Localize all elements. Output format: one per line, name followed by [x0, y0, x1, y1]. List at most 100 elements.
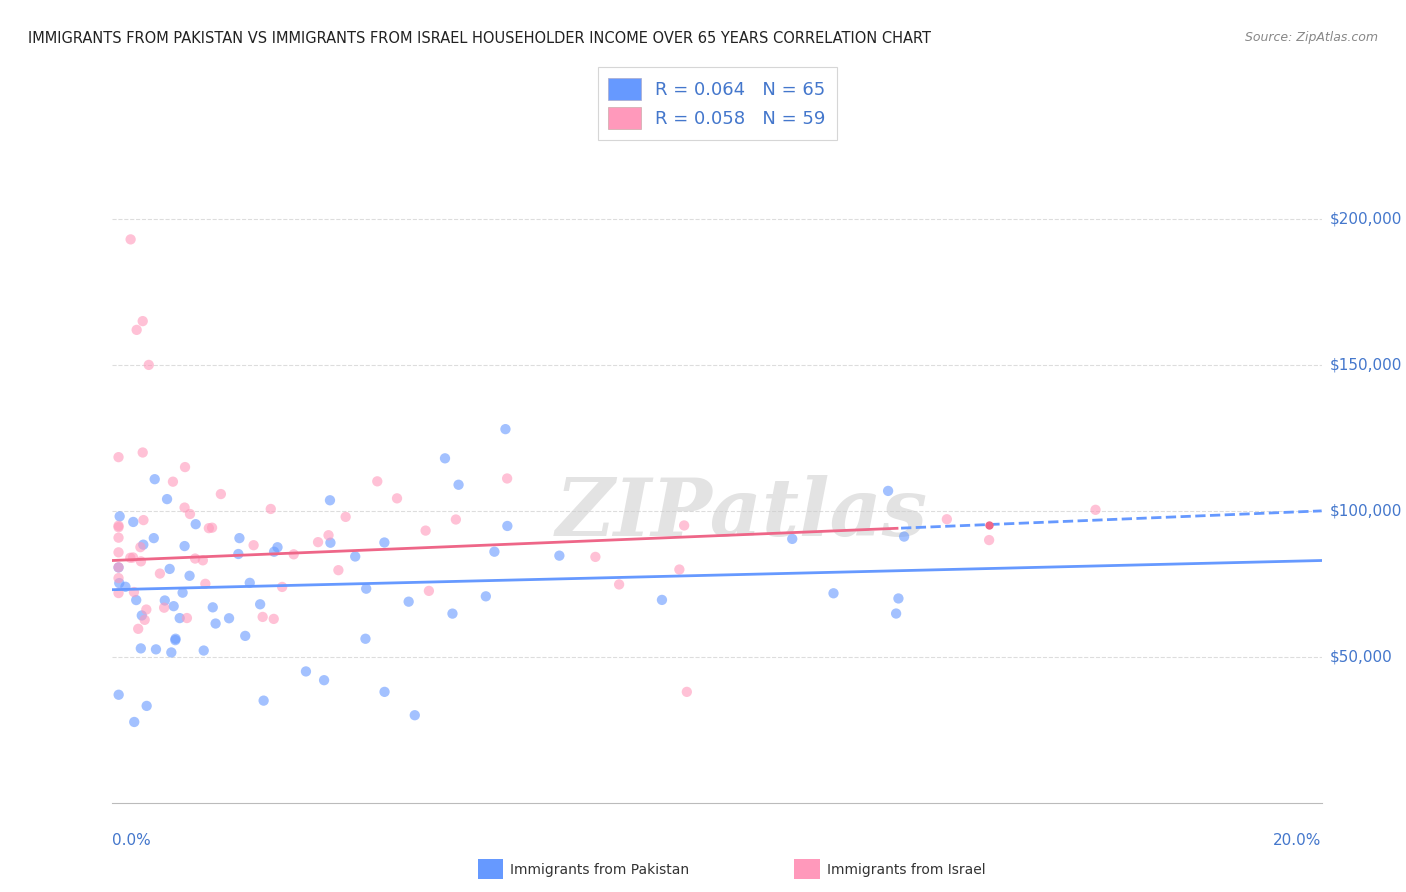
Point — [249, 597, 271, 611]
Point — [314, 673, 336, 688]
Point — [335, 509, 357, 524]
Point — [266, 541, 288, 555]
Point — [122, 550, 145, 565]
Point — [193, 643, 215, 657]
Point — [673, 518, 696, 533]
Point — [179, 569, 201, 583]
Point — [120, 232, 142, 246]
Point — [366, 475, 388, 489]
Point — [153, 593, 176, 607]
Point — [122, 515, 145, 529]
Text: $150,000: $150,000 — [1330, 358, 1402, 372]
Point — [475, 590, 498, 604]
Point — [328, 563, 350, 577]
Point — [129, 554, 152, 568]
Point — [607, 577, 630, 591]
Point — [877, 483, 900, 498]
Point — [107, 688, 129, 702]
Point — [295, 665, 318, 679]
Point — [153, 600, 176, 615]
Point — [172, 585, 194, 599]
Point — [184, 551, 207, 566]
Point — [132, 314, 155, 328]
Legend: R = 0.064   N = 65, R = 0.058   N = 59: R = 0.064 N = 65, R = 0.058 N = 59 — [598, 67, 837, 140]
Point — [165, 632, 187, 646]
Point — [441, 607, 464, 621]
Point — [263, 612, 285, 626]
Point — [374, 685, 396, 699]
Point — [198, 521, 221, 535]
Point — [174, 460, 197, 475]
Point — [114, 580, 136, 594]
Text: Immigrants from Pakistan: Immigrants from Pakistan — [510, 863, 689, 877]
Point — [132, 513, 155, 527]
Point — [125, 593, 148, 607]
Point — [447, 477, 470, 491]
Point — [404, 708, 426, 723]
Point — [418, 583, 440, 598]
Point — [107, 560, 129, 574]
Point — [156, 492, 179, 507]
Point — [165, 633, 187, 648]
Point — [675, 685, 697, 699]
Text: ZIPatlas: ZIPatlas — [555, 475, 928, 552]
Point — [260, 502, 283, 516]
Point — [548, 549, 571, 563]
Point — [496, 519, 519, 533]
Point — [496, 471, 519, 485]
Point — [373, 535, 395, 549]
Point — [107, 571, 129, 585]
Point — [107, 531, 129, 545]
Point — [271, 580, 294, 594]
Point — [131, 608, 153, 623]
Text: $200,000: $200,000 — [1330, 211, 1402, 227]
Point — [122, 714, 145, 729]
Point — [107, 586, 129, 600]
Point — [444, 512, 467, 526]
Point — [307, 535, 329, 549]
Point — [108, 509, 131, 524]
Point — [145, 642, 167, 657]
Point — [344, 549, 367, 564]
Point — [283, 547, 305, 561]
Point — [354, 582, 377, 596]
Text: $100,000: $100,000 — [1330, 503, 1402, 518]
Point — [415, 524, 437, 538]
Point — [184, 517, 207, 532]
Point — [173, 500, 195, 515]
Point — [887, 591, 910, 606]
Point — [204, 616, 226, 631]
Point — [242, 538, 264, 552]
Text: 0.0%: 0.0% — [112, 833, 152, 848]
Point — [107, 450, 129, 464]
Point — [977, 533, 1000, 547]
Point — [129, 540, 152, 554]
Point — [884, 607, 907, 621]
Point — [135, 698, 157, 713]
Point — [228, 531, 250, 545]
Point — [201, 600, 224, 615]
Point — [823, 586, 845, 600]
Point — [583, 549, 606, 564]
Point — [935, 512, 957, 526]
Point — [162, 475, 184, 489]
Point — [354, 632, 377, 646]
Point — [143, 472, 166, 486]
Point — [263, 545, 285, 559]
Point — [385, 491, 408, 506]
Point — [194, 576, 217, 591]
Point — [239, 575, 262, 590]
Point — [179, 507, 201, 521]
Point — [319, 535, 342, 549]
Point — [191, 553, 214, 567]
Text: 20.0%: 20.0% — [1274, 833, 1322, 848]
Point — [228, 547, 250, 561]
Point — [127, 622, 149, 636]
Point — [134, 613, 156, 627]
Point — [668, 562, 690, 576]
Point — [173, 539, 195, 553]
Point — [107, 520, 129, 534]
Point — [135, 602, 157, 616]
Point — [1084, 503, 1107, 517]
Point — [495, 422, 517, 436]
